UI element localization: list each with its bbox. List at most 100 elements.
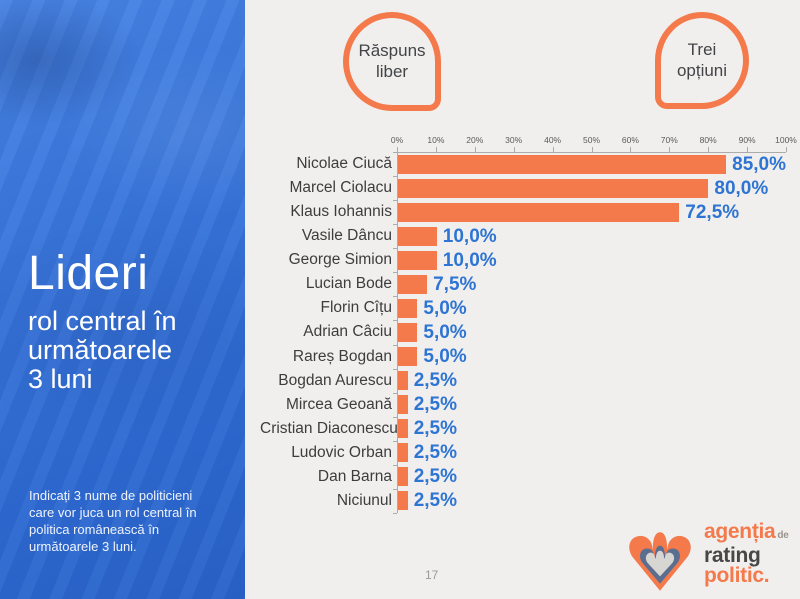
x-axis-tick-mark — [552, 147, 554, 152]
slide-subtitle-line: 3 luni — [28, 364, 93, 395]
bar-value-label: 80,0% — [714, 177, 769, 199]
x-axis-tick-mark — [708, 147, 710, 152]
x-axis-tick-label: 100% — [775, 135, 797, 145]
slide-subtitle: rol central în următoarele 3 luni — [28, 306, 177, 395]
x-axis-tick-label: 50% — [582, 135, 601, 145]
bar-value-label: 2,5% — [413, 490, 457, 512]
logo-rating: rating — [704, 544, 761, 567]
bar — [398, 467, 408, 487]
survey-question: Indicați 3 nume de politicieni care vor … — [29, 488, 197, 555]
y-axis-tick-mark — [393, 248, 397, 250]
chart-row: Nicolae Ciucă 85,0% — [260, 152, 786, 176]
badge-trei-optiuni-label: Trei opțiuni — [676, 40, 728, 80]
x-axis-tick-label: 20% — [466, 135, 484, 145]
category-label: Florin Cîțu — [320, 299, 393, 317]
badge-raspuns-liber-label: Răspuns liber — [358, 41, 426, 81]
logo-politic: politic. — [704, 564, 770, 587]
bar-value-label: 10,0% — [442, 249, 497, 271]
bar — [398, 154, 727, 174]
x-axis-tick-mark — [747, 147, 749, 152]
x-axis-tick-mark — [513, 147, 515, 152]
bar-track: 85,0% — [398, 152, 786, 176]
bar-value-label: 85,0% — [732, 153, 786, 175]
badge-raspuns-liber: Răspuns liber — [343, 12, 441, 111]
chart-row: Rareș Bogdan 5,0% — [260, 345, 786, 369]
bar-value-label: 5,0% — [423, 346, 467, 368]
x-axis-tick-mark — [397, 147, 398, 152]
bar — [398, 371, 408, 391]
main-content: Răspuns liber Trei opțiuni 0% 10% 20% 30% 40… — [245, 0, 800, 599]
bar — [398, 322, 418, 342]
chart-row: Lucian Bode 7,5% — [260, 272, 786, 296]
x-axis: 0% 10% 20% 30% 40% 50% 60% 70% 80% 90% 100% — [391, 135, 797, 152]
x-axis-tick-label: 90% — [738, 135, 756, 145]
bar-value-label: 2,5% — [413, 370, 457, 392]
category-label: Rareș Bogdan — [292, 347, 392, 365]
bar-track: 5,0% — [398, 296, 786, 320]
logo-de-word: de — [777, 530, 789, 541]
chart-row: George Simion 10,0% — [260, 248, 786, 272]
bar-value-label: 72,5% — [685, 201, 740, 223]
bar-track: 2,5% — [398, 489, 786, 513]
chart-row: Cristian Diaconescu 2,5% — [260, 417, 786, 441]
chart-row: Adrian Câciu 5,0% — [260, 320, 786, 344]
bar — [398, 226, 437, 246]
bar-chart: 0% 10% 20% 30% 40% 50% 60% 70% 80% 90% 100% Nicola… — [260, 135, 797, 514]
category-label: Mircea Geoană — [286, 395, 392, 413]
x-axis-tick-mark — [435, 147, 437, 152]
bar — [398, 250, 437, 270]
bar-track: 2,5% — [398, 393, 786, 417]
y-axis-tick-mark — [393, 152, 397, 153]
category-label: Ludovic Orban — [291, 443, 392, 461]
x-axis-tick-label: 40% — [544, 135, 562, 145]
bar-track: 2,5% — [398, 465, 786, 489]
bar-track: 2,5% — [398, 369, 786, 393]
bar-track: 10,0% — [398, 224, 786, 248]
bar-value-label: 2,5% — [413, 394, 457, 416]
x-axis-tick-mark — [591, 147, 593, 152]
chart-row: Klaus Iohannis 72,5% — [260, 200, 786, 224]
bar-track: 5,0% — [398, 320, 786, 344]
y-axis-tick-mark — [393, 368, 397, 370]
bar — [398, 347, 418, 367]
logo-text: agenția de rating politic. — [704, 520, 789, 587]
y-axis-tick-mark — [393, 488, 397, 490]
logo-agentia-word: agenția — [704, 520, 776, 543]
bar-value-label: 2,5% — [413, 442, 457, 464]
chart-row: Dan Barna 2,5% — [260, 465, 786, 489]
bar-value-label: 2,5% — [413, 466, 457, 488]
bar — [398, 443, 408, 463]
bar-value-label: 7,5% — [433, 273, 477, 295]
bar — [398, 178, 709, 198]
x-axis-tick-label: 60% — [621, 135, 639, 145]
category-label: Vasile Dâncu — [301, 227, 392, 245]
chart-row: Vasile Dâncu 10,0% — [260, 224, 786, 248]
bar — [398, 274, 428, 294]
y-axis-tick-mark — [393, 296, 397, 298]
y-axis-tick-mark — [393, 272, 397, 274]
chart-row: Mircea Geoană 2,5% — [260, 393, 786, 417]
y-axis-tick-mark — [393, 344, 397, 346]
bar — [398, 202, 680, 222]
x-axis-tick-mark — [474, 147, 476, 152]
bar-value-label: 5,0% — [423, 321, 467, 343]
x-axis-tick-label: 70% — [660, 135, 678, 145]
bar-track: 7,5% — [398, 272, 786, 296]
bar-track: 2,5% — [398, 417, 786, 441]
logo-agentia: agenția de — [704, 520, 789, 546]
bar — [398, 395, 408, 415]
category-label: Marcel Ciolacu — [289, 179, 392, 197]
page-number: 17 — [425, 568, 439, 582]
x-axis-tick-mark — [630, 147, 632, 152]
x-axis-tick-label: 0% — [390, 135, 404, 145]
category-label: Dan Barna — [317, 467, 392, 485]
bar — [398, 491, 408, 511]
bar — [398, 419, 408, 439]
category-label: Nicolae Ciucă — [296, 155, 392, 173]
slide-subtitle-line: rol central în — [28, 306, 177, 336]
heart-hands-logo-icon — [629, 532, 691, 591]
logo: agenția de rating politic. — [623, 520, 789, 594]
y-axis-tick-mark — [393, 464, 397, 466]
chart-row: Florin Cîțu 5,0% — [260, 296, 786, 320]
bar-track: 10,0% — [398, 248, 786, 272]
